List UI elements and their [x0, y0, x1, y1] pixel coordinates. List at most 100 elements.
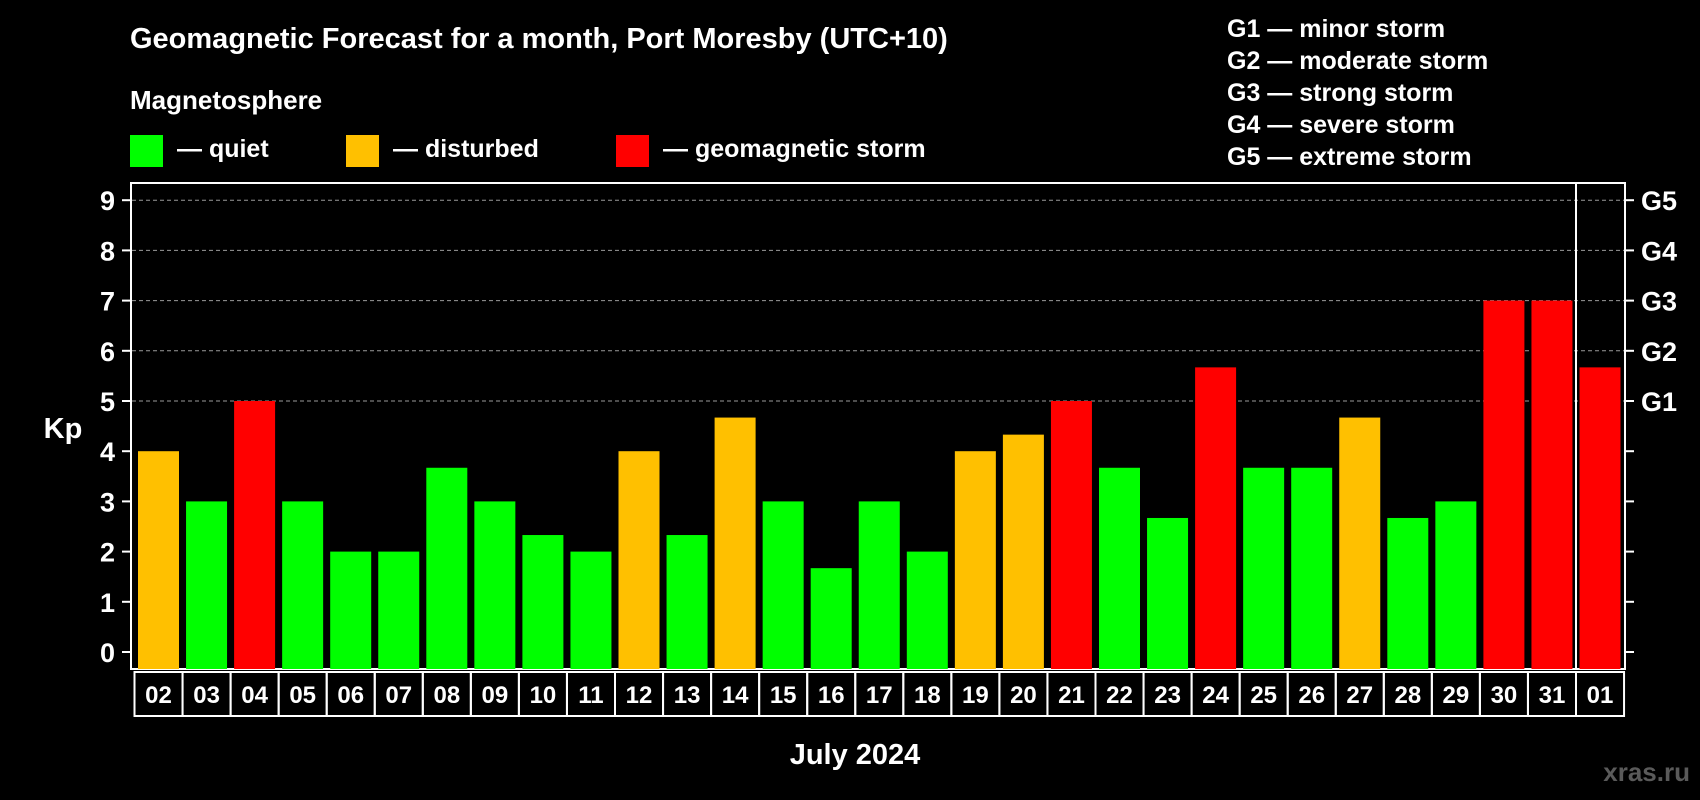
day-label: 12	[626, 682, 653, 709]
day-label: 25	[1250, 682, 1277, 709]
bar-25	[1243, 467, 1285, 669]
y-tick-label: 0	[100, 638, 115, 668]
y-tick-label: 9	[100, 186, 115, 216]
g-level-label: G4	[1641, 236, 1677, 266]
x-axis-label: July 2024	[790, 739, 921, 771]
legend: — quiet — disturbed — geomagnetic storm	[130, 135, 926, 167]
g-scale-item: G3 — strong storm	[1227, 79, 1453, 107]
bar-07	[378, 551, 420, 669]
g-level-label: G2	[1641, 337, 1677, 367]
day-label: 18	[914, 682, 941, 709]
day-label: 23	[1154, 682, 1181, 709]
day-label: 04	[241, 682, 268, 709]
day-label: 02	[145, 682, 172, 709]
g-scale-item: G4 — severe storm	[1227, 111, 1455, 139]
day-label: 10	[530, 682, 557, 709]
bar-12	[618, 451, 660, 669]
legend-label-quiet: — quiet	[177, 135, 269, 163]
bar-02	[138, 451, 179, 669]
bar-19	[954, 451, 996, 669]
x-axis: 02 03 04 05 06 07 08 09 10 11 12 13 14 15 16 17 18 19 20 21…	[133, 671, 1626, 717]
legend-label-storm: — geomagnetic storm	[663, 135, 926, 163]
g-level-label: G3	[1641, 287, 1677, 317]
day-label: 05	[289, 682, 316, 709]
bar-05	[282, 501, 324, 669]
g-level-label: G5	[1641, 186, 1677, 216]
y-tick-label: 6	[100, 337, 115, 367]
bar-31	[1531, 300, 1573, 669]
g-scale-item: G5 — extreme storm	[1227, 143, 1472, 171]
g-level-label: G1	[1641, 387, 1677, 417]
y-tick-label: 5	[100, 387, 115, 417]
grid-lines	[132, 199, 1624, 402]
bar-24	[1195, 367, 1237, 669]
y-tick-label: 3	[100, 487, 115, 517]
bar-20	[1002, 434, 1044, 669]
day-label: 08	[433, 682, 460, 709]
day-box	[1575, 671, 1626, 717]
legend-label-disturbed: — disturbed	[393, 135, 539, 163]
y-axis: 0 1 2 3 4 5 6 7 8 9	[100, 186, 131, 668]
g-scale-list: G1 — minor storm G2 — moderate storm G3 …	[1227, 15, 1488, 171]
bar-27	[1339, 417, 1381, 669]
day-label: 20	[1010, 682, 1037, 709]
legend-swatch-quiet	[130, 135, 163, 167]
y-tick-label: 1	[100, 588, 115, 618]
day-label: 09	[482, 682, 509, 709]
day-label: 13	[674, 682, 701, 709]
bar-21	[1050, 401, 1092, 669]
day-label: 17	[866, 682, 893, 709]
bar-03	[186, 501, 228, 669]
day-label: 30	[1491, 682, 1518, 709]
watermark: xras.ru	[1603, 757, 1690, 787]
bar-01	[1579, 367, 1621, 669]
bar-09	[474, 501, 516, 669]
day-label: 27	[1346, 682, 1373, 709]
bar-29	[1435, 501, 1477, 669]
y-tick-label: 8	[100, 236, 115, 266]
right-axis: G1 G2 G3 G4 G5	[1625, 186, 1677, 653]
day-label: 03	[193, 682, 220, 709]
g-scale-item: G1 — minor storm	[1227, 15, 1445, 43]
day-label: 14	[722, 682, 749, 709]
bar-23	[1147, 517, 1189, 669]
day-label: 26	[1298, 682, 1325, 709]
bar-13	[666, 535, 708, 669]
bar-10	[522, 535, 564, 669]
day-label: 22	[1106, 682, 1133, 709]
bar-04	[234, 401, 276, 669]
y-tick-label: 2	[100, 538, 115, 568]
day-label: 16	[818, 682, 845, 709]
bar-17	[858, 501, 900, 669]
legend-swatch-disturbed	[346, 135, 379, 167]
bar-28	[1387, 517, 1429, 669]
bars	[138, 300, 1621, 669]
day-label: 19	[962, 682, 989, 709]
day-label: 15	[770, 682, 797, 709]
y-axis-label: Kp	[44, 413, 83, 445]
legend-swatch-storm	[616, 135, 649, 167]
chart-title: Geomagnetic Forecast for a month, Port M…	[130, 23, 948, 55]
bar-08	[426, 467, 468, 669]
day-label: 24	[1202, 682, 1229, 709]
bar-11	[570, 551, 612, 669]
y-tick-label: 4	[100, 437, 115, 467]
day-label: 31	[1539, 682, 1566, 709]
day-label: 01	[1587, 682, 1614, 709]
bar-06	[330, 551, 372, 669]
g-scale-item: G2 — moderate storm	[1227, 47, 1488, 75]
bar-22	[1099, 467, 1140, 669]
bar-26	[1291, 467, 1333, 669]
day-label: 11	[578, 682, 603, 709]
day-label: 29	[1443, 682, 1470, 709]
bar-14	[714, 417, 756, 669]
day-label: 28	[1394, 682, 1421, 709]
bar-16	[810, 568, 852, 669]
bar-30	[1483, 300, 1525, 669]
bar-15	[762, 501, 804, 669]
day-label: 06	[337, 682, 364, 709]
day-label: 21	[1058, 682, 1085, 709]
bar-18	[906, 551, 948, 669]
chart-subtitle: Magnetosphere	[130, 85, 322, 115]
